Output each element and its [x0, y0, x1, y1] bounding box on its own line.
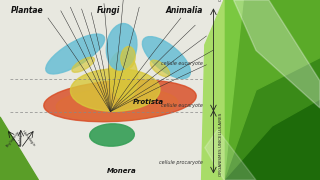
Ellipse shape	[150, 60, 170, 77]
Text: cellule eucaryote: cellule eucaryote	[161, 61, 203, 66]
Polygon shape	[224, 99, 320, 180]
Polygon shape	[205, 130, 256, 180]
Polygon shape	[202, 0, 224, 180]
Ellipse shape	[56, 88, 177, 121]
Text: Fungi: Fungi	[97, 6, 121, 15]
Ellipse shape	[72, 57, 94, 72]
Text: Phylogénie: Phylogénie	[6, 130, 21, 148]
Text: Analogie: Analogie	[19, 130, 23, 146]
Text: Homologie: Homologie	[20, 130, 36, 148]
Ellipse shape	[46, 34, 105, 74]
Text: ORGANISMES UNICELLULAIRES: ORGANISMES UNICELLULAIRES	[219, 112, 223, 176]
Polygon shape	[224, 58, 320, 180]
Ellipse shape	[44, 80, 196, 122]
Text: cellule eucaryote: cellule eucaryote	[161, 103, 203, 108]
Ellipse shape	[106, 24, 137, 70]
Polygon shape	[234, 0, 320, 108]
Text: Protista: Protista	[133, 99, 164, 105]
Ellipse shape	[90, 124, 134, 146]
Text: Plantae: Plantae	[11, 6, 44, 15]
Text: ORGANISMES PLURICELLULAIRES: ORGANISMES PLURICELLULAIRES	[219, 0, 223, 1]
Ellipse shape	[109, 51, 138, 100]
Polygon shape	[0, 117, 38, 180]
Ellipse shape	[121, 46, 135, 69]
Polygon shape	[224, 0, 320, 180]
Text: Animalia: Animalia	[165, 6, 203, 15]
Polygon shape	[224, 0, 243, 180]
Ellipse shape	[142, 37, 190, 79]
Text: Monera: Monera	[107, 168, 136, 174]
Text: cellule procaryote: cellule procaryote	[159, 160, 203, 165]
Ellipse shape	[70, 69, 160, 111]
